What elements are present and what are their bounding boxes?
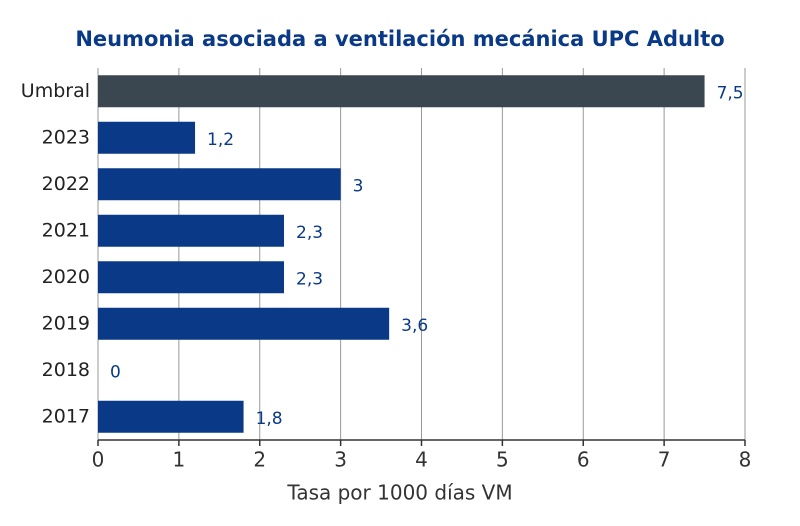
bar [98,261,285,294]
bar [98,168,341,201]
value-label: 3,6 [401,316,428,336]
value-label: 2,3 [296,223,323,243]
y-tick-label: 2023 [42,126,90,148]
x-tick-label: 8 [739,448,752,472]
x-tick-label: 0 [92,448,105,472]
value-label: 0 [110,362,121,382]
x-axis-label: Tasa por 1000 días VM [286,481,512,505]
value-label: 1,2 [207,130,234,150]
chart-title: Neumonia asociada a ventilación mecánica… [75,27,724,51]
bar [98,400,244,433]
x-tick-label: 1 [173,448,186,472]
value-label: 7,5 [717,83,744,103]
x-tick-label: 5 [496,448,509,472]
y-tick-label: 2018 [42,359,90,381]
x-tick-label: 2 [253,448,266,472]
y-tick-label: 2019 [42,312,90,334]
x-tick-label: 4 [415,448,428,472]
x-tick-label: 6 [577,448,590,472]
y-tick-label: 2021 [42,219,90,241]
x-tick-label: 3 [334,448,347,472]
y-tick-label: 2022 [42,173,90,195]
y-tick-label: 2017 [42,405,90,427]
value-label: 2,3 [296,269,323,289]
bar [98,75,705,108]
x-tick-label: 7 [658,448,671,472]
bar [98,121,196,154]
y-tick-label: Umbral [21,80,90,102]
value-label: 3 [353,176,364,196]
bar [98,214,285,247]
y-tick-label: 2020 [42,266,90,288]
bar [98,307,390,340]
value-label: 1,8 [256,409,283,429]
